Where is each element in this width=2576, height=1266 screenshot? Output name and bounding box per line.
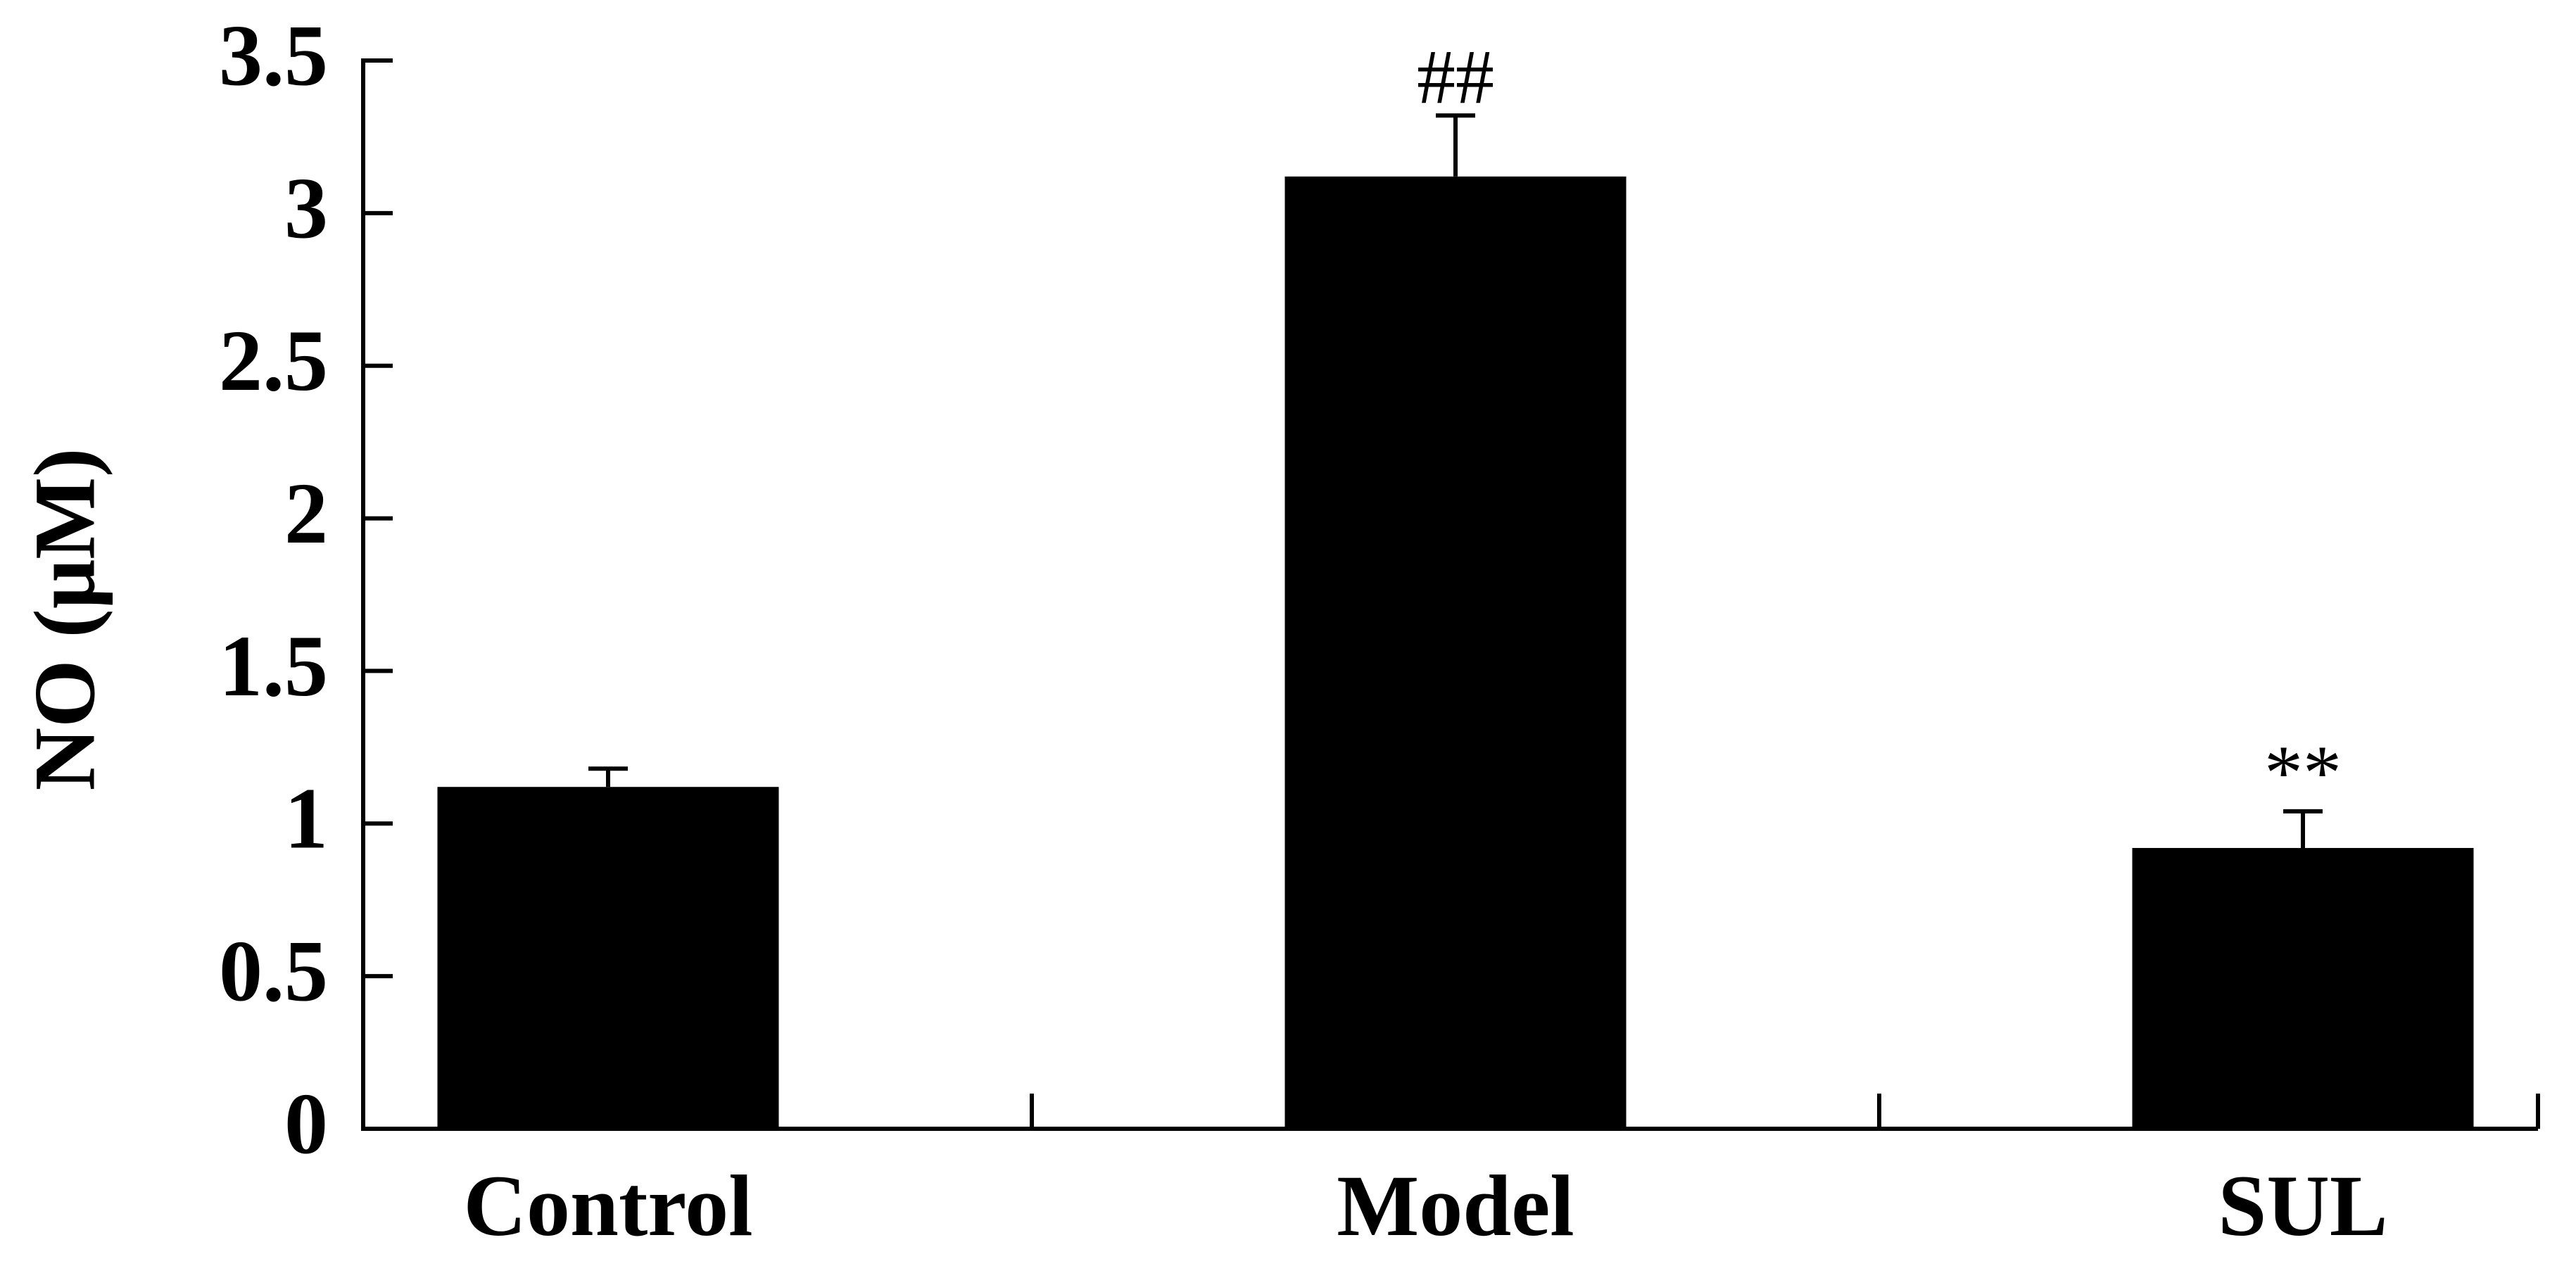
annotation: ** bbox=[2264, 730, 2342, 816]
y-tick-label: 3.5 bbox=[219, 7, 328, 103]
y-tick-label: 1 bbox=[284, 771, 328, 867]
bar bbox=[1284, 176, 1627, 1129]
bar bbox=[437, 787, 779, 1129]
y-tick-label: 1.5 bbox=[219, 618, 328, 714]
bar bbox=[2132, 847, 2474, 1129]
y-tick-label: 2.5 bbox=[219, 312, 328, 409]
x-tick-label: Model bbox=[1337, 1158, 1574, 1254]
y-axis-label: NO (μM) bbox=[16, 448, 113, 791]
y-tick-label: 0 bbox=[284, 1075, 328, 1172]
y-tick-label: 2 bbox=[284, 465, 328, 562]
y-tick-label: 0.5 bbox=[219, 923, 328, 1020]
x-tick-label: Control bbox=[463, 1158, 752, 1254]
annotation: ## bbox=[1417, 34, 1494, 120]
x-tick-label: SUL bbox=[2218, 1158, 2387, 1254]
y-tick-label: 3 bbox=[284, 160, 328, 256]
